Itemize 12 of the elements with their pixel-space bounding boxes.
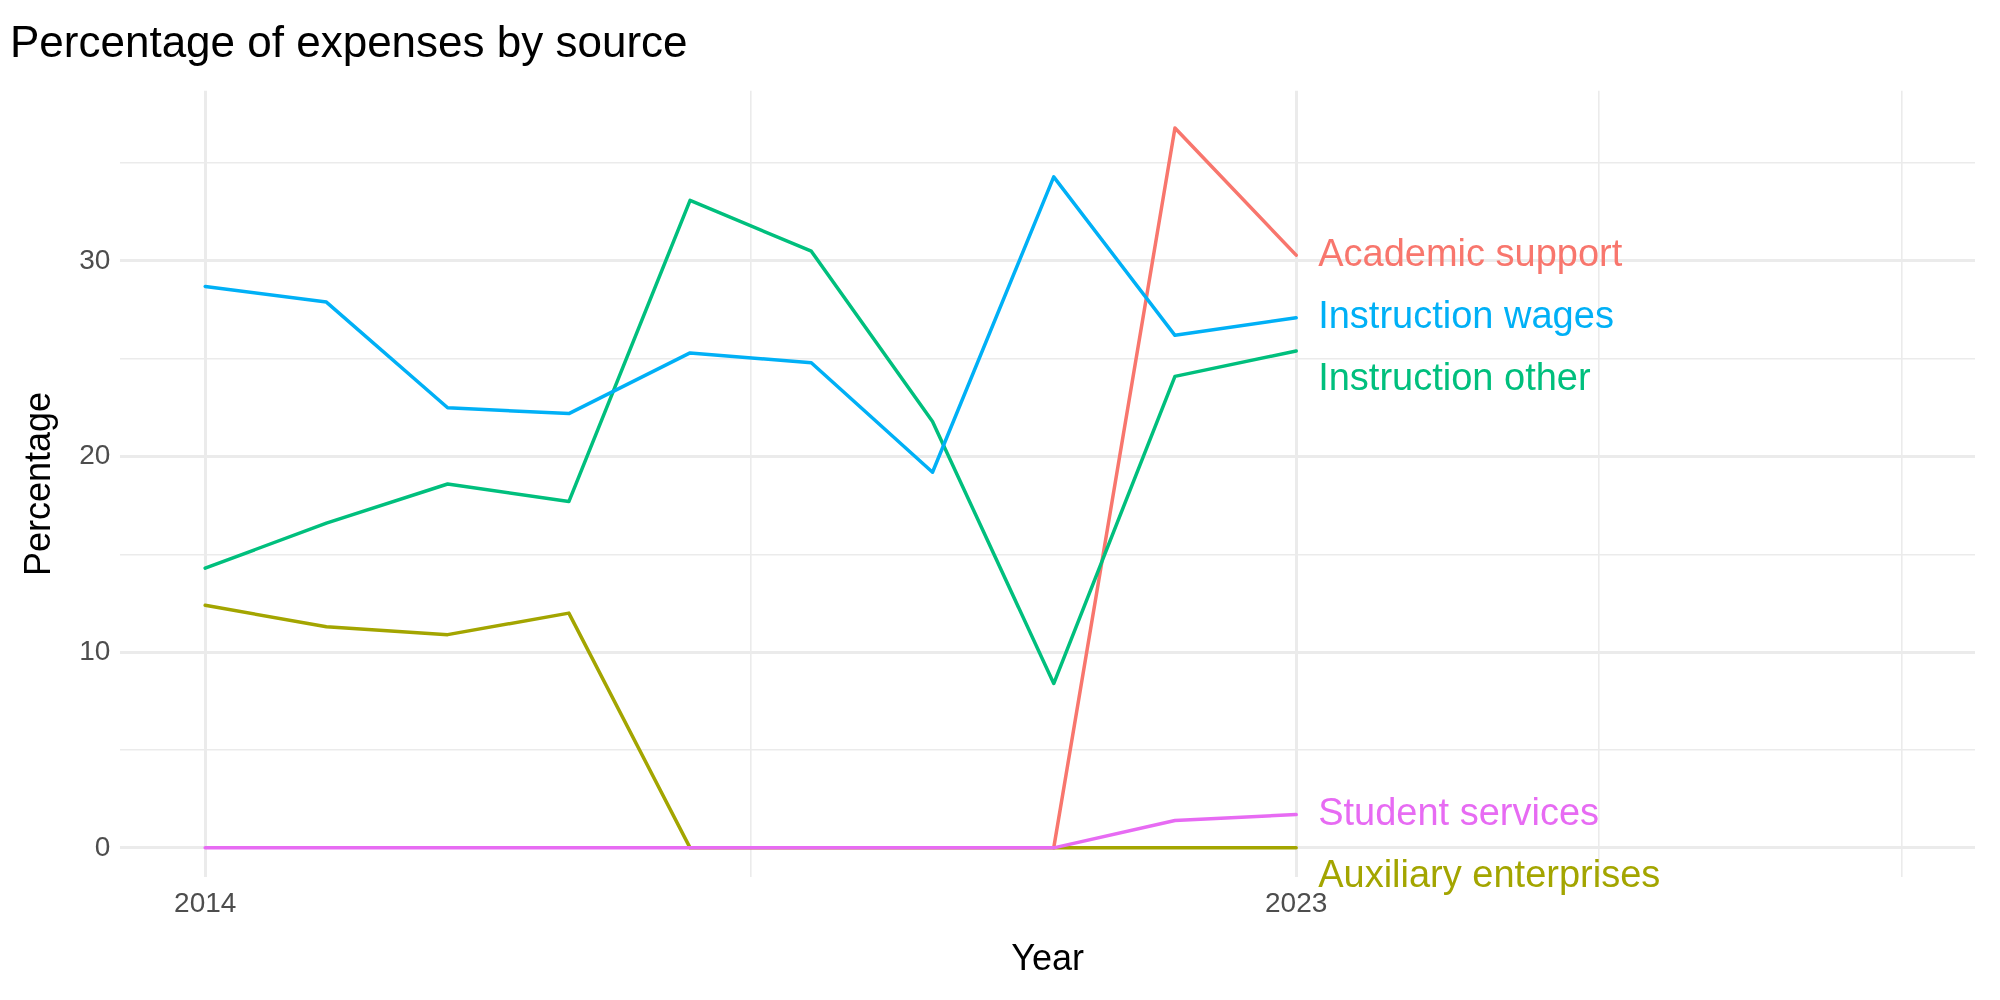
series-label: Student services: [1318, 791, 1600, 834]
series-label: Instruction other: [1318, 356, 1591, 399]
y-tick-label: 20: [79, 439, 111, 471]
series-label: Academic support: [1318, 231, 1623, 274]
y-tick-label: 10: [79, 634, 111, 666]
y-axis-title: Percentage: [16, 391, 58, 577]
y-tick-label: 0: [94, 830, 111, 862]
series-label: Instruction wages: [1318, 294, 1614, 337]
chart-title: Percentage of expenses by source: [10, 16, 688, 66]
x-tick-label: 2014: [174, 886, 237, 918]
x-axis-title: Year: [1011, 937, 1085, 979]
y-tick-label: 30: [79, 243, 111, 275]
